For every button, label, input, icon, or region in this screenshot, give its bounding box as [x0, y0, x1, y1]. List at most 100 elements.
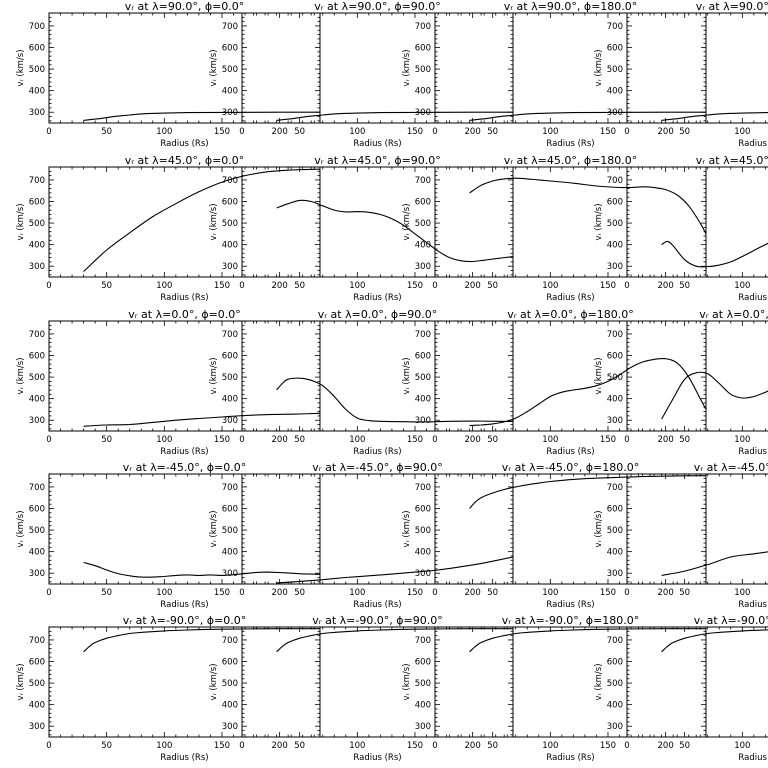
x-tick-label: 150: [600, 588, 616, 598]
y-tick-label: 400: [222, 87, 238, 97]
series-line: [661, 629, 768, 653]
y-tick-label: 500: [415, 219, 431, 229]
plot-frame: [626, 12, 768, 124]
series-line: [276, 199, 514, 263]
y-tick-label: 500: [29, 679, 45, 689]
y-tick-label: 400: [222, 701, 238, 711]
y-tick-label: 600: [29, 352, 45, 362]
x-tick-label: 50: [101, 281, 112, 291]
x-tick-label: 150: [214, 435, 230, 445]
series-line: [661, 371, 768, 420]
y-tick-label: 700: [415, 176, 431, 186]
x-tick-label: 100: [734, 127, 750, 137]
x-tick-label: 100: [156, 435, 172, 445]
x-tick-label: 100: [156, 127, 172, 137]
y-tick-label: 700: [222, 176, 238, 186]
plot-frame: [626, 166, 768, 278]
x-tick-label: 200: [272, 281, 288, 291]
y-tick-label: 400: [415, 701, 431, 711]
y-tick-label: 600: [415, 198, 431, 208]
y-tick-label: 300: [415, 108, 431, 118]
panel-4: 0 50 100 150 200 300 400 500 600 700 Radius (Rs) vᵣ…: [594, 0, 768, 149]
panel-title: vᵣ at λ=-90.0°, ϕ=270.0°: [694, 614, 768, 627]
x-tick-label: 200: [272, 435, 288, 445]
x-axis-label: Radius (Rs): [738, 139, 768, 149]
y-tick-label: 700: [607, 22, 623, 32]
panel-title: vᵣ at λ=-90.0°, ϕ=0.0°: [123, 614, 247, 627]
y-tick-label: 700: [415, 22, 431, 32]
x-tick-label: 150: [600, 281, 616, 291]
x-tick-label: 50: [101, 127, 112, 137]
y-tick-label: 400: [607, 395, 623, 405]
x-axis-label: Radius (Rs): [546, 753, 594, 763]
y-tick-label: 300: [222, 722, 238, 732]
x-tick-label: 200: [272, 588, 288, 598]
y-tick-label: 400: [222, 548, 238, 558]
x-tick-label: 50: [101, 435, 112, 445]
x-tick-label: 150: [407, 281, 423, 291]
y-tick-label: 600: [222, 505, 238, 515]
panel-title: vᵣ at λ=90.0°, ϕ=270.0°: [696, 0, 768, 13]
x-tick-label: 100: [542, 741, 558, 751]
x-tick-label: 200: [465, 127, 481, 137]
plot-frame: [434, 320, 707, 432]
y-tick-label: 500: [222, 679, 238, 689]
y-axis-label: vᵣ (km/s): [594, 357, 604, 394]
series-line: [661, 112, 768, 121]
series-line: [276, 111, 513, 121]
x-tick-label: 50: [294, 127, 305, 137]
x-tick-label: 150: [214, 741, 230, 751]
y-tick-label: 500: [415, 65, 431, 75]
y-tick-label: 500: [607, 65, 623, 75]
panel-title: vᵣ at λ=-45.0°, ϕ=90.0°: [312, 461, 443, 474]
y-tick-label: 300: [415, 416, 431, 426]
y-tick-label: 600: [607, 44, 623, 54]
x-tick-label: 50: [487, 588, 498, 598]
panel-title: vᵣ at λ=0.0°, ϕ=270.0°: [699, 308, 768, 321]
x-axis-label: Radius (Rs): [160, 293, 208, 303]
x-tick-label: 100: [542, 281, 558, 291]
x-tick-label: 0: [239, 435, 244, 445]
panel-title: vᵣ at λ=90.0°, ϕ=180.0°: [504, 0, 638, 13]
y-axis-label: vᵣ (km/s): [16, 663, 26, 700]
series-line: [83, 412, 321, 427]
x-tick-label: 0: [239, 281, 244, 291]
y-axis-label: vᵣ (km/s): [402, 663, 412, 700]
x-tick-label: 0: [624, 588, 629, 598]
plot-frame: [48, 473, 321, 585]
series-line: [469, 628, 706, 653]
x-tick-label: 100: [542, 588, 558, 598]
panel-8: 0 50 100 150 200 300 400 500 600 700 Radius (Rs) vᵣ…: [594, 154, 768, 303]
y-tick-label: 700: [222, 330, 238, 340]
series-line: [83, 561, 321, 578]
panel-12: 0 50 100 150 200 300 400 500 600 700 Radius (Rs) vᵣ…: [594, 308, 768, 457]
x-tick-label: 150: [407, 435, 423, 445]
x-tick-label: 0: [46, 741, 51, 751]
x-tick-label: 0: [432, 127, 437, 137]
y-tick-label: 700: [29, 636, 45, 646]
x-tick-label: 100: [734, 588, 750, 598]
plot-frame: [626, 626, 768, 738]
y-tick-label: 400: [29, 701, 45, 711]
x-tick-label: 50: [487, 741, 498, 751]
y-tick-label: 600: [607, 658, 623, 668]
y-tick-label: 700: [607, 636, 623, 646]
panel-title: vᵣ at λ=-90.0°, ϕ=180.0°: [502, 614, 640, 627]
y-tick-label: 500: [29, 65, 45, 75]
x-tick-label: 50: [487, 281, 498, 291]
x-tick-label: 0: [432, 281, 437, 291]
x-tick-label: 0: [46, 588, 51, 598]
series-line: [83, 168, 321, 272]
x-axis-label: Radius (Rs): [546, 293, 594, 303]
x-tick-label: 50: [294, 281, 305, 291]
panel-16: 0 50 100 150 200 300 400 500 600 700 Radius (Rs) vᵣ…: [594, 461, 768, 610]
x-tick-label: 50: [294, 588, 305, 598]
x-tick-label: 200: [658, 435, 674, 445]
y-tick-label: 400: [415, 395, 431, 405]
y-tick-label: 700: [29, 483, 45, 493]
x-tick-label: 0: [624, 741, 629, 751]
